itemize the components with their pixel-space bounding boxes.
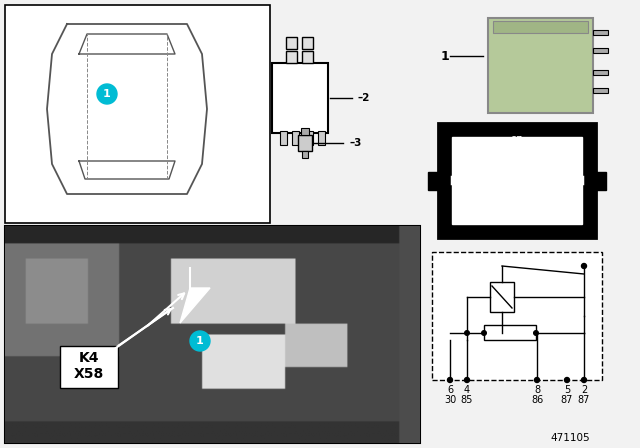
Text: 1: 1 [103,89,111,99]
Text: 87: 87 [511,136,523,146]
Bar [280,131,287,145]
Bar [292,131,299,145]
Bar [286,51,297,63]
Text: 85: 85 [461,395,473,405]
Text: 8: 8 [534,385,540,395]
Text: 86: 86 [531,395,543,405]
Bar [301,128,309,135]
Text: 6: 6 [447,385,453,395]
Bar [298,135,312,151]
Bar [272,63,328,133]
Text: 87: 87 [578,395,590,405]
Bar [438,123,596,238]
Text: 87: 87 [561,395,573,405]
Bar [318,131,325,145]
Text: 85: 85 [568,168,580,178]
Bar [593,70,608,75]
Text: –3: –3 [349,138,362,148]
Circle shape [465,378,470,383]
Circle shape [97,84,117,104]
Bar [593,30,608,35]
Text: 87: 87 [493,168,505,178]
Circle shape [564,378,570,383]
Text: 30: 30 [444,395,456,405]
Bar [306,131,313,145]
Circle shape [534,378,540,383]
Text: 30: 30 [454,168,466,178]
Circle shape [534,331,538,335]
Bar [593,48,608,53]
Text: 2: 2 [581,385,587,395]
Bar [60,346,118,388]
Bar [452,137,582,224]
Bar [596,172,606,190]
Bar [5,226,420,443]
Bar [428,172,438,190]
Circle shape [482,331,486,335]
Text: –2: –2 [358,93,371,103]
Text: K4: K4 [79,351,99,365]
Bar [490,282,514,312]
Bar [484,325,536,340]
Bar [493,21,588,33]
Bar [593,88,608,93]
Circle shape [465,331,469,335]
Text: 5: 5 [564,385,570,395]
Circle shape [190,331,210,351]
Bar [302,151,308,158]
Bar [5,5,270,223]
Circle shape [447,378,452,383]
Bar [488,18,593,113]
Bar [302,51,313,63]
Text: X58: X58 [74,367,104,381]
Text: 86: 86 [503,211,515,221]
Text: 4: 4 [464,385,470,395]
Circle shape [582,263,586,268]
Bar [286,37,297,49]
Text: 471105: 471105 [550,433,590,443]
Bar [432,252,602,380]
Text: 1: 1 [440,49,449,63]
Circle shape [582,378,586,383]
Polygon shape [180,288,210,323]
Text: 1: 1 [196,336,204,346]
Bar [302,37,313,49]
